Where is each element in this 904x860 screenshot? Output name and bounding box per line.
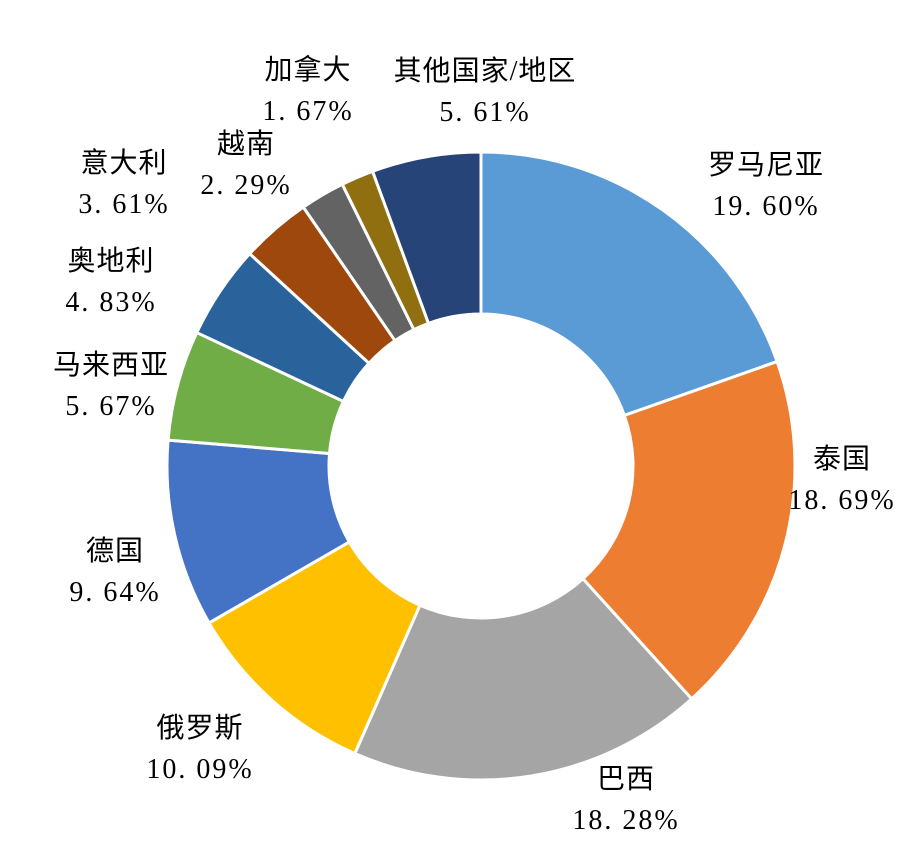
slice-label-name: 其他国家/地区	[393, 56, 577, 87]
slice-label-3: 俄罗斯 10. 09%	[146, 708, 253, 790]
slice-label-4: 德国 9. 64%	[69, 531, 160, 613]
slice-label-name: 马来西亚	[52, 350, 170, 381]
slice-label-name: 泰国	[812, 444, 872, 475]
slice-label-0: 罗马尼亚 19. 60%	[708, 145, 824, 227]
slice-label-value: 5. 67%	[65, 391, 157, 422]
slice-label-value: 19. 60%	[712, 191, 820, 222]
slice-label-value: 1. 67%	[262, 96, 354, 127]
slice-label-5: 马来西亚 5. 67%	[53, 345, 169, 427]
donut-slice-2	[353, 577, 694, 782]
slice-label-value: 4. 83%	[65, 287, 157, 318]
slice-label-value: 9. 64%	[69, 577, 161, 608]
donut-slice-0	[479, 150, 779, 417]
slice-label-value: 18. 28%	[572, 805, 680, 836]
slice-label-name: 越南	[216, 129, 276, 160]
slice-label-value: 5. 61%	[439, 97, 531, 128]
slice-label-value: 3. 61%	[78, 189, 170, 220]
slice-label-1: 泰国 18. 69%	[788, 439, 895, 521]
slice-label-name: 意大利	[80, 148, 168, 179]
slice-label-name: 巴西	[596, 764, 656, 795]
slice-label-name: 加拿大	[264, 55, 352, 86]
slice-label-7: 意大利 3. 61%	[78, 143, 169, 225]
slice-label-10: 其他国家/地区 5. 61%	[394, 51, 577, 133]
slice-label-name: 俄罗斯	[156, 713, 244, 744]
slice-label-value: 18. 69%	[788, 485, 896, 516]
donut-slice-10	[371, 150, 483, 325]
slice-label-name: 德国	[85, 536, 145, 567]
slice-label-2: 巴西 18. 28%	[572, 759, 679, 841]
slice-label-name: 罗马尼亚	[707, 150, 825, 181]
slice-label-value: 2. 29%	[200, 170, 292, 201]
slice-label-name: 奥地利	[67, 246, 155, 277]
slice-label-8: 越南 2. 29%	[200, 124, 291, 206]
slice-label-value: 10. 09%	[146, 754, 254, 785]
slice-label-9: 加拿大 1. 67%	[262, 50, 353, 132]
slice-label-6: 奥地利 4. 83%	[65, 241, 156, 323]
donut-slice-1	[581, 360, 797, 701]
